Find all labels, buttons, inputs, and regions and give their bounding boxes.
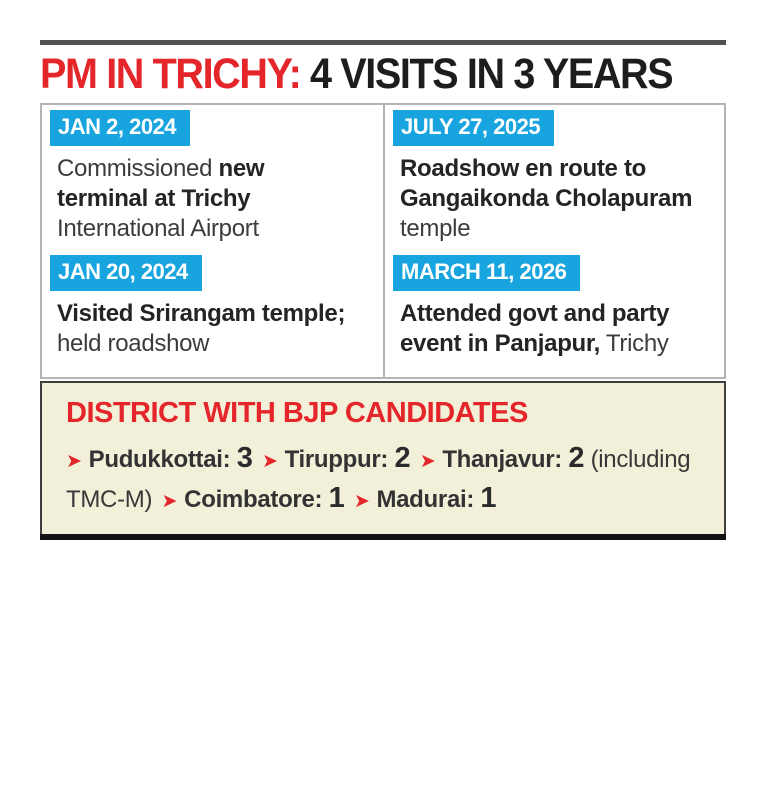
- page-title-red: PM IN TRICHY:: [40, 50, 302, 98]
- entry-text-regular: Commissioned: [57, 155, 219, 182]
- candidate-item: ➤ Pudukkottai: 3: [66, 442, 253, 474]
- candidate-item: ➤ Tiruppur: 2: [259, 442, 411, 474]
- district-name: Coimbatore:: [184, 486, 329, 513]
- candidate-count: 2: [568, 442, 585, 474]
- date-badge: JULY 27, 2025: [393, 110, 555, 146]
- date-badge: JAN 20, 2024: [50, 255, 202, 291]
- timeline-entry-text: Visited Srirangam temple; held roadshow: [57, 299, 375, 359]
- date-badge: MARCH 11, 2026: [393, 255, 581, 291]
- entry-text-regular: held roadshow: [57, 330, 210, 357]
- timeline-entry-text: Attended govt and party event in Panjapu…: [400, 299, 716, 359]
- page-title: PM IN TRICHY: 4 VISITS IN 3 YEARS: [40, 47, 674, 103]
- candidates-list: ➤ Pudukkottai: 3 ➤ Tiruppur: 2 ➤ Thanjavur:…: [66, 440, 706, 520]
- candidate-item: ➤ Thanjavur: 2 (including TMC-M): [66, 442, 691, 513]
- district-suffix: (including TMC-M): [66, 446, 691, 513]
- candidate-count: 3: [236, 442, 253, 474]
- pm-trichy-infographic: PM IN TRICHY: 4 VISITS IN 3 YEARS JAN 2,…: [40, 40, 726, 540]
- entry-text-bold: Attended govt and party event in Panjapu…: [400, 300, 670, 357]
- page-title-black: 4 VISITS IN 3 YEARS: [300, 50, 674, 98]
- timeline-panel: JAN 2, 2024 Commissioned new terminal at …: [40, 103, 726, 379]
- timeline-entry-text: Roadshow en route to Gangaikonda Cholapu…: [400, 154, 716, 244]
- timeline-columns: JAN 2, 2024 Commissioned new terminal at …: [42, 105, 724, 377]
- candidates-panel: DISTRICT WITH BJP CANDIDATES ➤ Pudukkotta…: [40, 381, 726, 534]
- entry-text-regular: International Airport: [57, 215, 259, 242]
- top-border-bar: [40, 40, 726, 45]
- arrow-bullet-icon: ➤: [261, 451, 278, 472]
- candidate-count: 2: [394, 442, 411, 474]
- entry-text-bold: Visited Srirangam temple;: [57, 300, 346, 327]
- candidate-count: 1: [480, 482, 497, 514]
- timeline-entry-text: Commissioned new terminal at Trichy Inte…: [57, 154, 375, 244]
- bottom-border-bar: [40, 534, 726, 540]
- candidate-count: 1: [328, 482, 345, 514]
- candidate-item: ➤ Coimbatore: 1: [159, 482, 345, 514]
- district-name: Tiruppur:: [284, 446, 395, 473]
- entry-text-regular: Trichy: [600, 330, 669, 357]
- arrow-bullet-icon: ➤: [353, 491, 370, 512]
- entry-text-regular: temple: [400, 215, 471, 242]
- arrow-bullet-icon: ➤: [66, 451, 82, 472]
- date-badge: JAN 2, 2024: [50, 110, 191, 146]
- arrow-bullet-icon: ➤: [161, 491, 178, 512]
- entry-text-bold: Roadshow en route to Gangaikonda Cholapu…: [400, 155, 693, 212]
- candidates-title: DISTRICT WITH BJP CANDIDATES: [66, 397, 528, 429]
- candidate-item: ➤ Madurai: 1: [351, 482, 497, 514]
- district-name: Pudukkottai:: [88, 446, 237, 473]
- timeline-column: JAN 2, 2024 Commissioned new terminal at …: [42, 105, 383, 377]
- district-name: Madurai:: [376, 486, 481, 513]
- arrow-bullet-icon: ➤: [419, 451, 436, 472]
- district-name: Thanjavur:: [442, 446, 569, 473]
- timeline-column: JULY 27, 2025 Roadshow en route to Gangai…: [383, 105, 724, 377]
- entry-text-bold: new terminal at Trichy: [57, 155, 265, 212]
